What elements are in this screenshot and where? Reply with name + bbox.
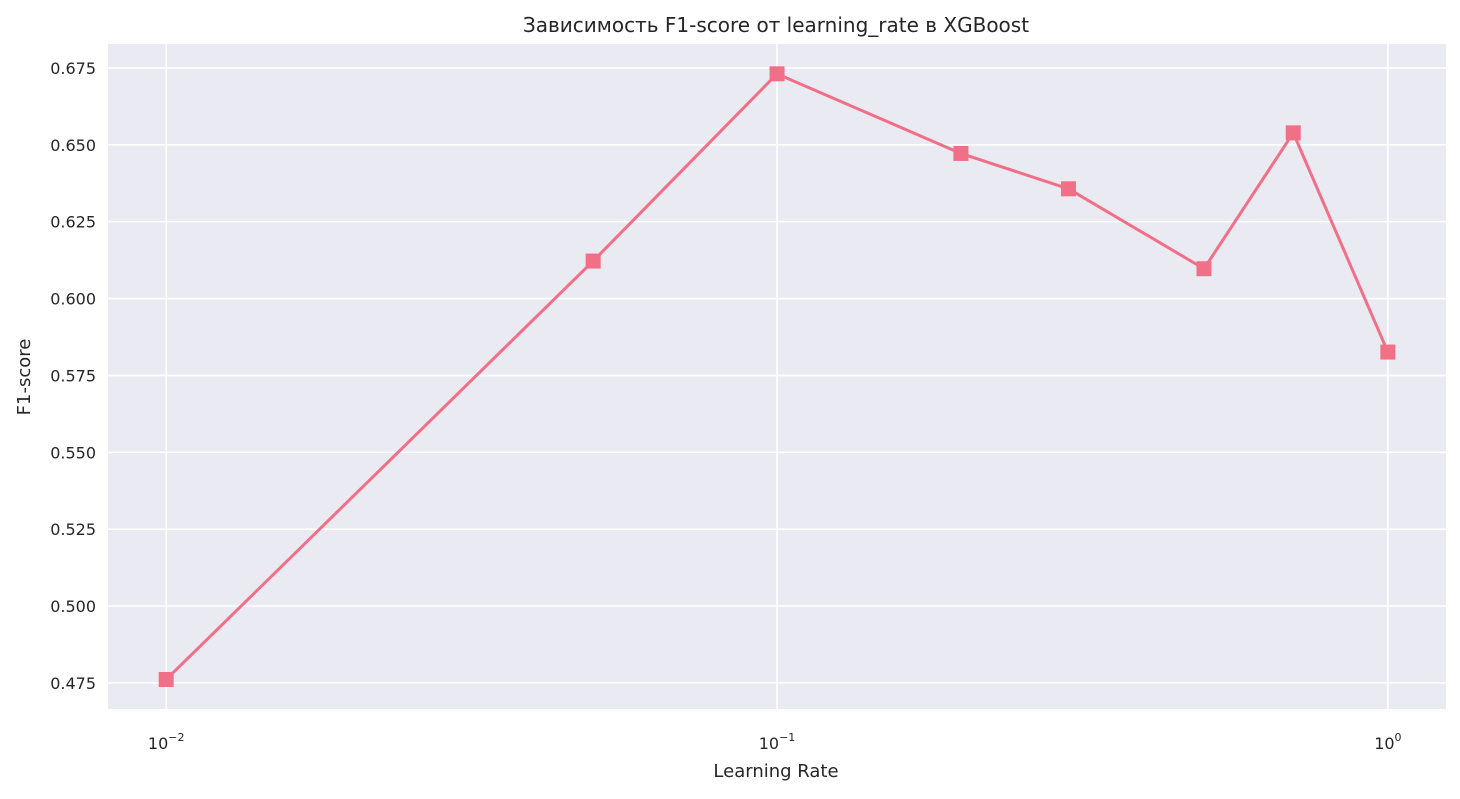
series-line [164, 72, 1390, 681]
x-axis-label: Learning Rate [713, 761, 838, 782]
x-tick-label: 10−1 [759, 731, 796, 753]
y-tick-label: 0.525 [50, 520, 96, 539]
data-point-marker [1380, 344, 1396, 360]
x-tick-label: 100 [1374, 731, 1401, 753]
y-tick-label: 0.500 [50, 597, 96, 616]
x-tick-label: 10−2 [148, 731, 185, 753]
y-tick-label: 0.650 [50, 136, 96, 155]
y-tick-label: 0.625 [50, 213, 96, 232]
data-point-marker [585, 253, 601, 269]
data-point-marker [953, 145, 969, 161]
y-tick-label: 0.475 [50, 674, 96, 693]
y-tick-label: 0.600 [50, 290, 96, 309]
y-tick-label: 0.575 [50, 366, 96, 385]
data-point-marker [1060, 181, 1076, 197]
chart-title: Зависимость F1-score от learning_rate в … [523, 13, 1029, 37]
data-point-marker [158, 671, 174, 687]
data-point-marker [769, 66, 785, 82]
y-tick-label: 0.675 [50, 59, 96, 78]
tick-labels: 0.475 0.500 0.525 0.550 0.575 0.600 0.625 0.650… [50, 59, 1401, 753]
y-axis-label: F1-score [14, 339, 35, 416]
data-point-marker [1196, 261, 1212, 277]
y-tick-label: 0.550 [50, 443, 96, 462]
series-layer [158, 66, 1396, 687]
data-point-marker [1285, 125, 1301, 141]
grid-lines [108, 44, 1446, 709]
